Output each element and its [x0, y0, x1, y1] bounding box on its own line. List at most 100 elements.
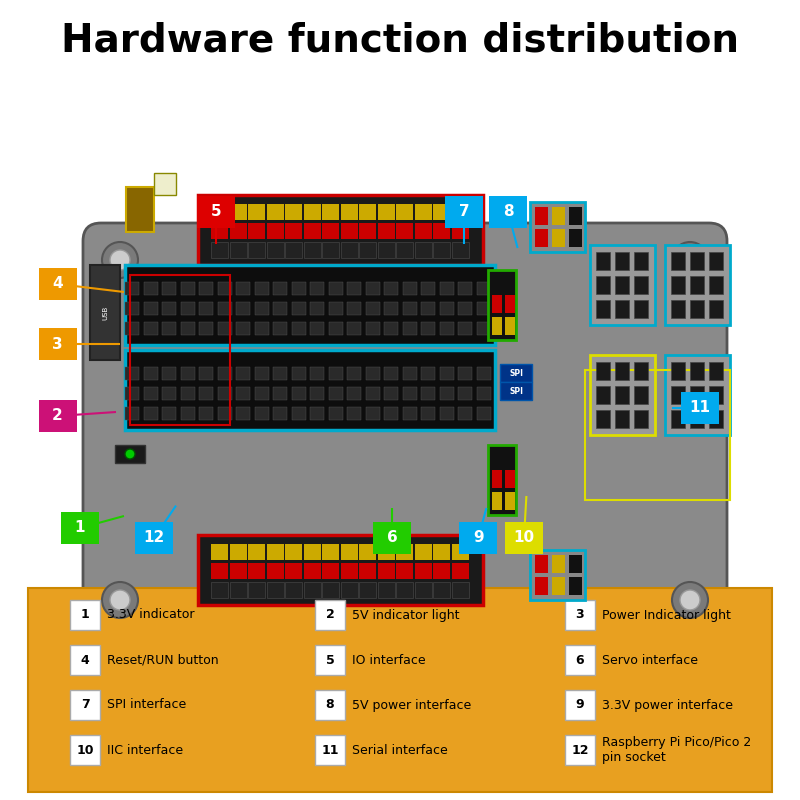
Bar: [115, 445, 145, 463]
Bar: [181, 407, 194, 420]
FancyBboxPatch shape: [315, 645, 345, 675]
Bar: [211, 242, 228, 258]
Bar: [421, 367, 435, 380]
Bar: [248, 582, 265, 598]
Bar: [273, 387, 287, 400]
Bar: [218, 302, 231, 315]
Bar: [458, 387, 472, 400]
Bar: [709, 410, 723, 428]
Bar: [671, 300, 685, 318]
Bar: [199, 387, 213, 400]
Bar: [709, 252, 723, 270]
Bar: [378, 242, 394, 258]
Bar: [492, 448, 502, 466]
FancyBboxPatch shape: [38, 328, 77, 360]
Bar: [199, 282, 213, 295]
Bar: [439, 322, 454, 335]
Bar: [384, 387, 398, 400]
Bar: [665, 355, 730, 435]
Bar: [291, 322, 306, 335]
Circle shape: [680, 590, 700, 610]
Bar: [505, 492, 515, 510]
Text: 8: 8: [502, 205, 514, 219]
Bar: [396, 242, 413, 258]
Bar: [414, 544, 431, 560]
Bar: [230, 204, 246, 220]
Text: 1: 1: [81, 609, 90, 622]
Bar: [162, 322, 176, 335]
Bar: [310, 367, 324, 380]
Bar: [366, 407, 379, 420]
Bar: [535, 577, 548, 595]
FancyBboxPatch shape: [565, 690, 595, 720]
Circle shape: [680, 250, 700, 270]
Bar: [329, 407, 342, 420]
Bar: [303, 544, 321, 560]
FancyBboxPatch shape: [83, 223, 727, 637]
Bar: [230, 544, 246, 560]
Bar: [477, 322, 490, 335]
Bar: [218, 387, 231, 400]
Bar: [125, 387, 139, 400]
Bar: [530, 202, 585, 252]
Text: USB: USB: [102, 306, 108, 320]
Bar: [671, 410, 685, 428]
Bar: [690, 410, 704, 428]
Bar: [199, 322, 213, 335]
Bar: [402, 282, 417, 295]
Bar: [709, 300, 723, 318]
Bar: [254, 322, 269, 335]
Text: Hardware function distribution: Hardware function distribution: [61, 21, 739, 59]
FancyBboxPatch shape: [315, 735, 345, 765]
Bar: [291, 282, 306, 295]
Bar: [671, 252, 685, 270]
Bar: [341, 204, 358, 220]
Bar: [615, 410, 629, 428]
Bar: [303, 204, 321, 220]
Text: 5: 5: [210, 205, 222, 219]
Bar: [690, 276, 704, 294]
Bar: [126, 187, 154, 232]
Bar: [451, 582, 469, 598]
Text: 11: 11: [322, 743, 338, 757]
Bar: [125, 265, 495, 345]
Bar: [615, 276, 629, 294]
Bar: [477, 367, 490, 380]
Bar: [596, 300, 610, 318]
Bar: [492, 295, 502, 313]
Bar: [273, 322, 287, 335]
Text: 2: 2: [326, 609, 334, 622]
Bar: [211, 544, 228, 560]
Bar: [433, 563, 450, 579]
FancyBboxPatch shape: [445, 196, 483, 228]
Bar: [162, 367, 176, 380]
Circle shape: [125, 449, 135, 459]
Bar: [535, 207, 548, 225]
Bar: [384, 407, 398, 420]
Bar: [303, 223, 321, 239]
Bar: [458, 322, 472, 335]
Bar: [341, 582, 358, 598]
Text: Serial interface: Serial interface: [352, 743, 448, 757]
Bar: [341, 223, 358, 239]
FancyBboxPatch shape: [565, 735, 595, 765]
Bar: [162, 282, 176, 295]
Bar: [254, 282, 269, 295]
Bar: [130, 275, 230, 425]
Bar: [230, 223, 246, 239]
Bar: [402, 322, 417, 335]
Bar: [590, 355, 655, 435]
Bar: [378, 544, 394, 560]
Bar: [341, 242, 358, 258]
FancyBboxPatch shape: [38, 268, 77, 300]
Bar: [402, 302, 417, 315]
Bar: [366, 322, 379, 335]
Bar: [477, 302, 490, 315]
Bar: [273, 282, 287, 295]
Bar: [359, 223, 376, 239]
Text: 4: 4: [81, 654, 90, 666]
Bar: [615, 300, 629, 318]
Bar: [596, 252, 610, 270]
Text: 9: 9: [576, 698, 584, 711]
Bar: [414, 563, 431, 579]
